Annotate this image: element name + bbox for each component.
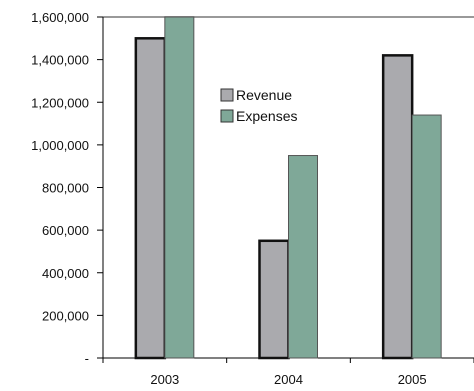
bar-expenses-2003: [164, 16, 195, 359]
y-tick-label: 400,000: [42, 266, 89, 281]
y-tick-label: 200,000: [42, 308, 89, 323]
x-tick-label: 2003: [150, 372, 179, 387]
y-tick-label: 1,200,000: [31, 95, 89, 110]
y-tick-label: 1,600,000: [31, 10, 89, 25]
y-tick-label: 1,400,000: [31, 53, 89, 68]
bar-expenses-2004: [288, 155, 318, 359]
y-tick-label: 800,000: [42, 181, 89, 196]
y-tick-label: 600,000: [42, 223, 89, 238]
bar-revenue-2005: [381, 54, 414, 360]
x-tick-label: 2005: [398, 372, 427, 387]
legend-label-revenue: Revenue: [236, 87, 292, 103]
bar-revenue-2003: [134, 37, 167, 360]
legend-swatch-revenue: [220, 88, 234, 102]
bar-revenue-2004: [258, 239, 290, 360]
x-tick-label: 2004: [274, 372, 303, 387]
y-tick-label: 1,000,000: [31, 138, 89, 153]
legend: Revenue Expenses: [220, 87, 297, 124]
y-tick-label: -: [85, 351, 89, 366]
bars: [134, 16, 442, 360]
bar-expenses-2005: [411, 114, 442, 359]
x-axis: 2003 2004 2005: [102, 357, 474, 387]
legend-swatch-expenses: [220, 109, 234, 123]
y-axis: - 200,000 400,000 600,000 800,000 1,000,000 1,…: [31, 10, 104, 366]
legend-label-expenses: Expenses: [236, 108, 297, 124]
